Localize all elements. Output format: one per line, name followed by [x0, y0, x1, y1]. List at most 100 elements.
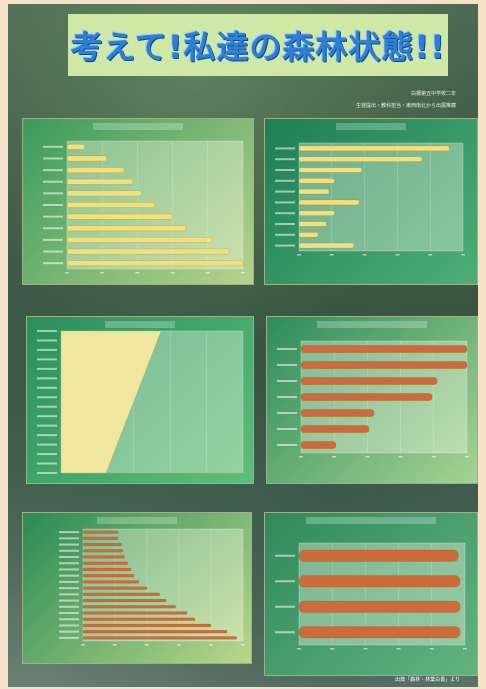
bar	[82, 555, 125, 559]
tick-label	[362, 254, 367, 256]
category-label	[43, 157, 63, 160]
tick-label	[297, 648, 301, 650]
category-label	[275, 201, 295, 204]
bar	[82, 598, 167, 603]
tick-label	[363, 648, 368, 650]
category-label	[59, 549, 79, 552]
category-label	[275, 158, 295, 161]
category-label	[277, 412, 297, 414]
category-label	[59, 593, 79, 596]
bar	[66, 155, 107, 162]
category-label	[275, 212, 295, 215]
chart-3	[37, 321, 244, 474]
author-line-1: 白橋第五中学校二年	[410, 91, 456, 97]
category-label	[275, 169, 295, 171]
chart-title-strip	[97, 517, 177, 524]
category-label	[43, 215, 63, 218]
category-label	[43, 227, 63, 230]
tick-label	[395, 254, 400, 256]
bar	[82, 617, 196, 621]
bar	[298, 156, 423, 162]
chart-card-1	[22, 118, 254, 285]
category-label	[59, 543, 79, 546]
category-label	[275, 244, 295, 247]
bar	[298, 575, 461, 588]
poster-background: 考えて!私達の森林状態!! 白橋第五中学校二年 生徒提出・教科担当・東西南北から…	[8, 4, 478, 687]
bar	[82, 530, 119, 534]
category-label	[43, 192, 63, 195]
bar	[66, 202, 156, 208]
chart-1	[43, 123, 245, 274]
chart-title-strip	[336, 123, 406, 130]
bar	[66, 167, 125, 173]
poster-title: 考えて!私達の森林状態!!	[68, 14, 448, 76]
bar	[82, 586, 148, 590]
chart-4	[277, 321, 469, 458]
bar	[300, 393, 433, 401]
category-label	[37, 405, 57, 408]
category-label	[37, 358, 57, 361]
chart-card-4	[266, 316, 478, 484]
category-label	[37, 377, 57, 380]
bar	[66, 144, 85, 150]
tick-label	[465, 456, 469, 458]
bar	[82, 567, 132, 572]
tick-label	[145, 644, 149, 646]
bar	[82, 623, 212, 628]
bar	[298, 145, 450, 152]
tick-label	[396, 648, 401, 650]
chart-card-2	[264, 118, 478, 285]
category-label	[37, 330, 57, 332]
bar	[298, 242, 354, 249]
bar	[66, 190, 143, 197]
category-label	[59, 624, 79, 627]
bar	[66, 237, 213, 243]
bar	[82, 605, 177, 609]
bar	[82, 592, 161, 596]
category-label	[43, 250, 63, 253]
category-label	[59, 531, 79, 534]
tick-label	[241, 644, 245, 646]
category-label	[59, 612, 79, 614]
category-label	[277, 380, 297, 382]
tick-label	[65, 272, 69, 274]
category-label	[37, 415, 57, 418]
category-label	[43, 145, 63, 148]
tick-label	[461, 254, 465, 256]
chart-title-strip	[93, 123, 183, 130]
category-label	[275, 580, 295, 583]
bar	[298, 199, 360, 206]
tick-label	[429, 648, 434, 650]
bar	[66, 248, 231, 255]
tick-label	[135, 272, 140, 274]
author-line-2: 生徒提出・教科担当・東西南北から出展推薦	[355, 103, 456, 109]
category-label	[37, 462, 57, 465]
chart-card-3	[26, 316, 254, 484]
tick-label	[100, 272, 105, 274]
category-label	[275, 233, 295, 236]
tick-label	[428, 254, 433, 256]
bar	[300, 441, 337, 449]
source-caption: 出典「森林・林業白書」より	[395, 677, 460, 683]
bar	[82, 580, 140, 584]
category-label	[37, 367, 57, 370]
category-label	[277, 396, 297, 398]
category-label	[43, 262, 63, 265]
category-label	[59, 599, 79, 602]
category-label	[275, 223, 295, 225]
category-label	[275, 631, 295, 634]
tick-label	[329, 254, 334, 256]
tick-label	[365, 456, 370, 458]
chart-title-strip	[105, 321, 175, 328]
category-label	[37, 434, 57, 437]
bar	[300, 409, 375, 417]
category-label	[59, 587, 79, 590]
bar	[298, 549, 459, 562]
bar	[82, 536, 119, 540]
chart-card-6	[264, 512, 478, 676]
tick-label	[297, 254, 301, 256]
bar	[300, 377, 438, 385]
bar	[66, 225, 187, 232]
bar	[82, 574, 135, 578]
category-label	[43, 180, 63, 183]
